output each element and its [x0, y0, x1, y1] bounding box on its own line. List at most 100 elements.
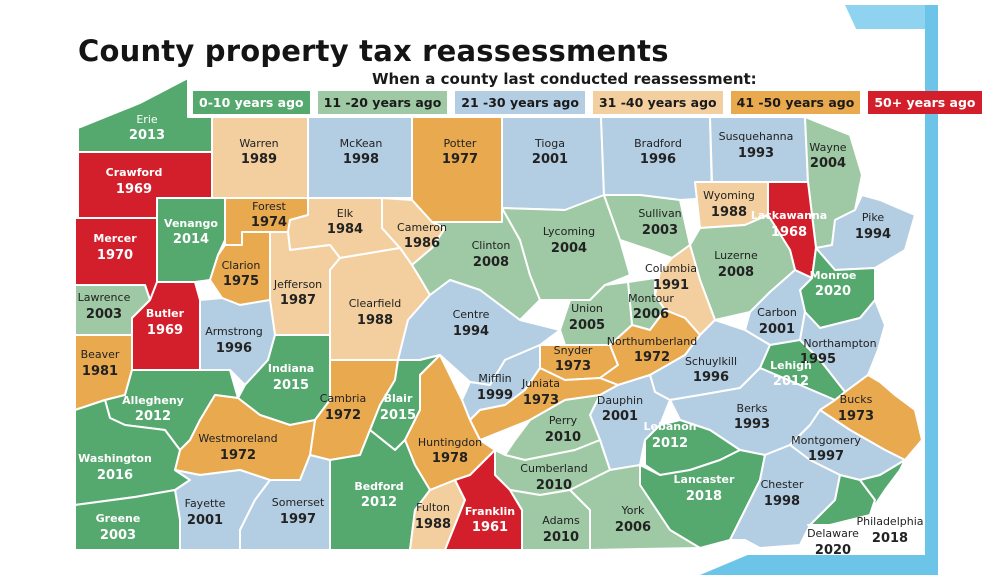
- svg-text:2001: 2001: [187, 513, 223, 528]
- svg-text:Mercer: Mercer: [93, 232, 137, 245]
- svg-text:Armstrong: Armstrong: [205, 325, 263, 338]
- svg-text:Delaware: Delaware: [807, 527, 859, 540]
- svg-text:Fulton: Fulton: [416, 501, 450, 514]
- svg-text:Monroe: Monroe: [810, 269, 857, 282]
- svg-text:1969: 1969: [147, 323, 183, 338]
- svg-text:Clearfield: Clearfield: [349, 297, 402, 310]
- svg-text:2010: 2010: [543, 530, 579, 545]
- svg-text:Lycoming: Lycoming: [543, 225, 595, 238]
- map-title: County property tax reassessments: [78, 34, 669, 68]
- svg-text:Blair: Blair: [384, 392, 413, 405]
- svg-text:Beaver: Beaver: [81, 348, 120, 361]
- svg-text:Bucks: Bucks: [840, 393, 873, 406]
- svg-text:2001: 2001: [602, 409, 638, 424]
- svg-text:1993: 1993: [738, 146, 774, 161]
- svg-text:1988: 1988: [357, 313, 393, 328]
- svg-text:1995: 1995: [800, 352, 836, 367]
- svg-text:Wyoming: Wyoming: [703, 189, 755, 202]
- legend-41-50: 41 -50 years ago: [730, 91, 861, 114]
- svg-text:2006: 2006: [615, 520, 651, 535]
- svg-text:1997: 1997: [808, 449, 844, 464]
- svg-text:2003: 2003: [100, 528, 136, 543]
- svg-text:Allegheny: Allegheny: [122, 394, 184, 407]
- svg-text:Westmoreland: Westmoreland: [198, 432, 277, 445]
- svg-text:1986: 1986: [404, 236, 440, 251]
- svg-text:1988: 1988: [711, 205, 747, 220]
- svg-text:1978: 1978: [432, 451, 468, 466]
- svg-text:Bedford: Bedford: [354, 480, 403, 493]
- svg-text:Cambria: Cambria: [320, 392, 366, 405]
- svg-text:Susquehanna: Susquehanna: [719, 130, 794, 143]
- county-pike[interactable]: [815, 194, 916, 271]
- svg-text:Juniata: Juniata: [521, 377, 560, 390]
- svg-text:1975: 1975: [223, 274, 259, 289]
- svg-text:1972: 1972: [634, 350, 670, 365]
- svg-text:Perry: Perry: [549, 414, 578, 427]
- svg-text:1970: 1970: [97, 248, 133, 263]
- svg-text:2001: 2001: [532, 152, 568, 167]
- svg-text:1969: 1969: [116, 182, 152, 197]
- svg-text:Northampton: Northampton: [803, 337, 876, 350]
- svg-text:Chester: Chester: [761, 478, 804, 491]
- svg-text:Montour: Montour: [628, 292, 674, 305]
- svg-text:1981: 1981: [82, 364, 118, 379]
- svg-text:2004: 2004: [810, 156, 846, 171]
- svg-text:Fayette: Fayette: [185, 497, 226, 510]
- svg-text:1984: 1984: [327, 222, 363, 237]
- county-york[interactable]: [569, 464, 701, 551]
- svg-text:Erie: Erie: [136, 113, 158, 126]
- svg-text:Crawford: Crawford: [106, 166, 163, 179]
- decorative-frame-top: [845, 5, 938, 29]
- svg-text:2014: 2014: [173, 232, 209, 247]
- county-philadelphia[interactable]: [859, 459, 906, 516]
- county-bedford[interactable]: [329, 429, 431, 551]
- svg-text:1993: 1993: [734, 417, 770, 432]
- svg-text:1994: 1994: [453, 324, 489, 339]
- svg-text:2005: 2005: [569, 318, 605, 333]
- legend: 0-10 years ago 11 -20 years ago 21 -30 y…: [193, 91, 982, 114]
- county-potter[interactable]: [411, 116, 503, 223]
- svg-text:Pike: Pike: [862, 211, 884, 224]
- svg-text:1987: 1987: [280, 293, 316, 308]
- svg-text:2012: 2012: [773, 374, 809, 389]
- svg-text:1996: 1996: [216, 341, 252, 356]
- svg-text:Venango: Venango: [164, 217, 218, 230]
- svg-text:York: York: [621, 504, 646, 517]
- svg-text:Franklin: Franklin: [465, 505, 515, 518]
- svg-text:2008: 2008: [718, 265, 754, 280]
- svg-text:Mifflin: Mifflin: [478, 372, 511, 385]
- svg-text:Dauphin: Dauphin: [597, 394, 643, 407]
- svg-text:Cameron: Cameron: [397, 221, 447, 234]
- svg-text:Somerset: Somerset: [272, 496, 325, 509]
- svg-text:2020: 2020: [815, 284, 851, 299]
- svg-text:2016: 2016: [97, 468, 133, 483]
- svg-text:Northumberland: Northumberland: [607, 335, 697, 348]
- svg-text:Lebanon: Lebanon: [644, 420, 697, 433]
- svg-text:1972: 1972: [325, 408, 361, 423]
- svg-text:Bradford: Bradford: [634, 137, 682, 150]
- svg-text:2008: 2008: [473, 255, 509, 270]
- svg-text:Montgomery: Montgomery: [791, 434, 861, 447]
- svg-text:2010: 2010: [545, 430, 581, 445]
- svg-text:1994: 1994: [855, 227, 891, 242]
- svg-text:1973: 1973: [555, 359, 591, 374]
- svg-text:Lancaster: Lancaster: [674, 473, 735, 486]
- svg-text:2004: 2004: [551, 241, 587, 256]
- svg-text:Elk: Elk: [337, 207, 354, 220]
- svg-text:2020: 2020: [815, 543, 851, 558]
- svg-text:1988: 1988: [415, 517, 451, 532]
- svg-text:1968: 1968: [771, 225, 807, 240]
- decorative-frame-right: [925, 5, 938, 575]
- svg-text:1997: 1997: [280, 512, 316, 527]
- county-somerset[interactable]: [239, 454, 331, 551]
- map-subtitle: When a county last conducted reassessmen…: [372, 70, 757, 88]
- svg-text:2018: 2018: [872, 531, 908, 546]
- svg-text:Greene: Greene: [96, 512, 141, 525]
- svg-text:Sullivan: Sullivan: [638, 207, 681, 220]
- svg-text:Lehigh: Lehigh: [770, 359, 812, 372]
- county-greene[interactable]: [74, 489, 181, 551]
- svg-text:2003: 2003: [86, 307, 122, 322]
- svg-text:Union: Union: [571, 302, 603, 315]
- svg-text:1973: 1973: [523, 393, 559, 408]
- svg-text:1972: 1972: [220, 448, 256, 463]
